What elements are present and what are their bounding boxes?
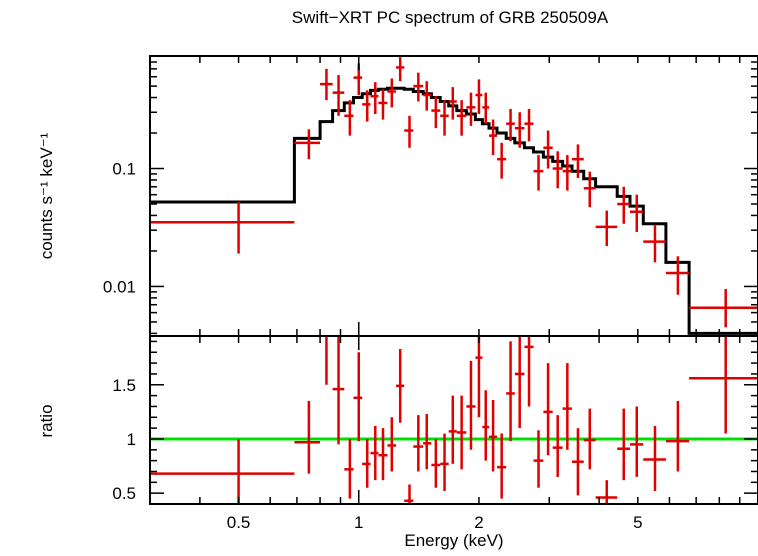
spectrum-point-36 [665,256,690,295]
spectrum-point-27 [543,130,553,169]
ratio-point-27 [543,363,553,456]
spectrum-point-15 [440,100,449,136]
ratio-point-31 [583,408,596,470]
spectrum-point-23 [506,108,515,142]
ratio-point-20 [482,390,490,461]
spectrum-point-20 [482,92,490,124]
spectrum-point-21 [489,119,498,156]
model-group [150,86,758,335]
ratio-point-5 [353,352,363,442]
spectrum-point-25 [524,108,534,142]
spectrum-point-9 [387,78,397,108]
ratio-point-2 [325,336,328,385]
y-tick-label-bot-2: 1.5 [112,376,136,395]
spectrum-point-32 [595,210,618,247]
spectrum-point-30 [571,144,584,179]
top-ticks: 0.1 0.01 [103,55,758,336]
spectrum-point-31 [583,171,596,208]
ratio-point-36 [665,401,690,472]
y-tick-label-top-1: 0.01 [103,277,136,296]
ratio-point-19 [475,336,483,418]
ratio-point-0 [150,438,295,504]
spectrum-point-12 [413,72,424,102]
spectrum-point-22 [497,142,507,179]
ratio-point-18 [466,360,476,450]
ratio-point-12 [413,415,424,472]
x-tick-label-3: 5 [633,513,642,532]
chart-title: Swift−XRT PC spectrum of GRB 250509A [292,8,609,27]
ratio-point-8 [378,428,388,481]
ratio-point-23 [506,341,515,442]
ratio-point-14 [431,438,441,488]
spectrum-panel: 0.1 0.01 counts s⁻¹ keV⁻¹ [37,55,758,337]
ratio-point-11 [404,484,414,504]
spectrum-point-17 [456,100,467,136]
spectrum-point-6 [362,90,371,122]
ratio-point-1 [294,401,321,474]
x-axis-label: Energy (keV) [404,531,503,550]
x-tick-label-1: 1 [354,513,363,532]
ratio-point-34 [630,406,644,477]
spectrum-point-11 [404,115,414,148]
spectrum-point-10 [396,57,405,82]
data-group [150,57,758,328]
spectrum-point-7 [370,82,379,114]
ratio-point-22 [497,433,507,499]
ratio-point-10 [396,349,405,423]
ratio-point-26 [533,430,544,488]
ratio-panel: 0.5 1 2 5 0.5 1 1.5 ratio Energy (keV) [37,335,758,550]
spectrum-point-33 [617,186,631,224]
ratio-point-35 [643,425,666,491]
spectrum-point-16 [448,87,457,120]
spectrum-point-14 [431,96,441,129]
ratio-point-6 [362,438,371,488]
spectrum-point-3 [332,75,345,116]
spectrum-point-13 [423,81,432,111]
spectrum-point-19 [475,79,483,114]
y-tick-label-top-0: 0.1 [112,160,136,179]
spectrum-point-2 [320,68,333,101]
spectrum-point-37 [689,289,758,328]
spectrum-point-29 [562,155,572,191]
bottom-ticks: 0.5 1 2 5 0.5 1 1.5 [112,336,758,532]
x-tick-label-0: 0.5 [227,513,251,532]
spectrum-point-1 [294,129,321,160]
ratio-point-4 [344,438,354,499]
ratio-point-25 [524,336,534,407]
ratio-frame [149,335,758,505]
ratio-point-13 [423,414,432,470]
spectrum-point-24 [514,112,525,148]
spectrum-point-4 [344,100,354,136]
ratio-point-21 [489,399,498,472]
spectrum-point-28 [552,151,563,189]
ratio-point-28 [552,415,563,477]
ratio-point-17 [456,395,467,470]
ratio-point-9 [387,417,397,472]
ratio-point-32 [595,480,618,504]
y-tick-label-bot-0: 0.5 [112,484,136,503]
ratio-ylabel: ratio [37,404,56,437]
model-step-line [150,86,758,335]
spectrum-point-5 [353,63,363,96]
ratio-point-16 [448,395,457,464]
ratio-data-group [150,336,758,504]
ratio-point-29 [562,363,572,450]
spectrum-point-35 [643,225,666,263]
spectrum-ylabel: counts s⁻¹ keV⁻¹ [37,132,56,259]
ratio-point-37 [689,336,758,434]
spectrum-point-0 [150,202,295,254]
spectrum-point-26 [533,155,544,191]
x-tick-label-2: 2 [474,513,483,532]
ratio-point-33 [617,408,631,481]
ratio-point-3 [332,336,345,445]
spectrum-point-18 [466,92,476,126]
ratio-point-7 [370,425,379,481]
spectrum-point-34 [630,194,644,232]
y-tick-label-bot-1: 1 [127,430,136,449]
ratio-point-30 [571,428,584,496]
spectrum-point-8 [378,89,388,120]
ratio-point-24 [514,336,525,429]
ratio-point-15 [440,433,449,491]
